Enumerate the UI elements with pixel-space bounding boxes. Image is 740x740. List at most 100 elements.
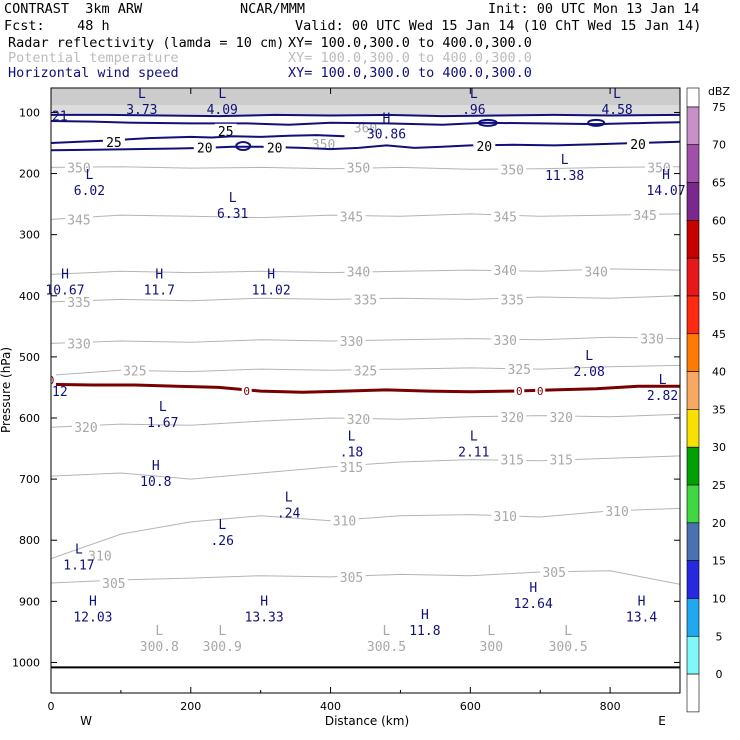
theta-label-bg bbox=[351, 363, 380, 377]
y-tick-label: 200 bbox=[19, 168, 40, 181]
theta-label-bg bbox=[498, 292, 527, 306]
zero-label-bg bbox=[51, 374, 56, 387]
theta-label-bg bbox=[645, 160, 674, 174]
y-tick-label: 1000 bbox=[12, 656, 40, 669]
colorbar-swatch bbox=[686, 333, 700, 372]
y-tick-label: 400 bbox=[19, 290, 40, 303]
colorbar-swatch bbox=[686, 484, 700, 524]
colorbar-label: 0 bbox=[716, 668, 723, 681]
theta-contour-label: 310 bbox=[494, 510, 517, 525]
theta-label-bg bbox=[491, 332, 520, 346]
colorbar-swatch bbox=[686, 560, 700, 599]
theta-contour-label: 325 bbox=[354, 364, 377, 379]
theta-label-bg bbox=[547, 452, 576, 466]
theta-label-bg bbox=[491, 263, 520, 277]
theta-extremum-type: L bbox=[564, 624, 572, 639]
theta-extremum-type: L bbox=[383, 624, 391, 639]
theta-contour-label: 310 bbox=[333, 515, 356, 530]
theta-contour-label: 360 bbox=[354, 122, 377, 137]
wind-label-bg bbox=[102, 134, 125, 148]
theta-label-bg bbox=[64, 294, 93, 308]
theta-contour-label: 310 bbox=[605, 505, 628, 520]
theta-label-bg bbox=[64, 212, 93, 226]
theta-label-bg bbox=[540, 565, 569, 578]
extremum-type: L bbox=[613, 87, 621, 102]
zero-dbz-label: 0 bbox=[537, 385, 544, 398]
theta-contour-label: 340 bbox=[584, 265, 607, 280]
extremum-type: L bbox=[348, 429, 356, 444]
x-tick-label: 800 bbox=[600, 700, 621, 713]
extrema-labels: L3.73L4.09L.96L4.58H30.86L11.38L6.02H14.… bbox=[45, 87, 685, 655]
plot-frame bbox=[50, 87, 681, 694]
y-tick-label: 600 bbox=[19, 412, 40, 425]
extremum-type: H bbox=[260, 594, 268, 609]
wind-cell bbox=[587, 118, 606, 127]
valid-time: Valid: 00 UTC Wed 15 Jan 14 (10 ChT Wed … bbox=[295, 18, 702, 34]
theta-label-bg bbox=[344, 412, 373, 426]
extremum-value: 2.08 bbox=[573, 365, 604, 380]
extremum-type: H bbox=[61, 268, 69, 283]
x-tick-label: 600 bbox=[460, 700, 481, 713]
extremum-value: .18 bbox=[340, 445, 363, 460]
colorbar-label: 55 bbox=[712, 252, 726, 265]
colorbar-label: 30 bbox=[712, 441, 726, 454]
colorbar-swatch bbox=[686, 673, 700, 713]
colorbar-swatch bbox=[686, 446, 700, 486]
zero-dbz-label: 0 bbox=[516, 385, 523, 398]
zero-label-bg bbox=[535, 385, 546, 398]
extremum-value: .96 bbox=[462, 103, 485, 118]
extremum-type: L bbox=[659, 373, 667, 388]
y-tick-label: 300 bbox=[19, 229, 40, 242]
y-tick-label: 100 bbox=[19, 106, 40, 119]
theta-contour-label: 340 bbox=[347, 265, 370, 280]
wind-label-bg bbox=[263, 140, 286, 154]
wind-contour-20 bbox=[51, 140, 680, 152]
extremum-value: 6.31 bbox=[217, 207, 248, 222]
zero-label-bg bbox=[514, 385, 525, 398]
theta-contour-label: 305 bbox=[340, 571, 363, 586]
extremum-type: L bbox=[229, 191, 237, 206]
extremum-type: L bbox=[159, 400, 167, 415]
extremum-type: L bbox=[138, 87, 146, 102]
extremum-type: L bbox=[86, 168, 94, 183]
theta-contour-label: 330 bbox=[494, 334, 517, 349]
theta-label-bg bbox=[547, 409, 576, 423]
extremum-type: L bbox=[470, 429, 478, 444]
colorbar-label: 15 bbox=[712, 555, 726, 568]
colorbar-swatch bbox=[686, 371, 700, 410]
wind-label-bg bbox=[193, 140, 216, 154]
theta-extremum-value: 300 bbox=[480, 640, 503, 655]
theta-contour-label: 320 bbox=[74, 421, 97, 436]
east-label: E bbox=[658, 714, 666, 728]
extremum-type: H bbox=[638, 594, 646, 609]
theta-contour-label: 350 bbox=[501, 163, 524, 178]
forecast-hour: Fcst: 48 h bbox=[4, 18, 110, 34]
extremum-value: .26 bbox=[210, 534, 233, 549]
theta-contour-label: 335 bbox=[354, 293, 377, 308]
x-axis-label: Distance (km) bbox=[325, 714, 409, 728]
theta-extremum-type: L bbox=[155, 624, 163, 639]
extremum-type: L bbox=[218, 87, 226, 102]
extremum-value: 30.86 bbox=[367, 128, 406, 143]
theta-extremum-type: L bbox=[487, 624, 495, 639]
colorbar-unit: dBZ bbox=[708, 85, 731, 98]
theta-label-bg bbox=[351, 292, 380, 306]
extremum-type: L bbox=[561, 153, 569, 168]
field-reflectivity-xy: XY= 100.0,300.0 to 400.0,300.0 bbox=[288, 35, 532, 51]
west-label: W bbox=[80, 714, 92, 728]
wind-contour-label: 20 bbox=[630, 138, 646, 153]
colorbar-swatch bbox=[686, 522, 700, 561]
theta-contour-label: 325 bbox=[123, 364, 146, 379]
theta-contour-label: 320 bbox=[347, 413, 370, 428]
y-tick-label: 800 bbox=[19, 534, 40, 547]
model-title: CONTRAST 3km ARW bbox=[4, 1, 143, 17]
theta-contour-label: 350 bbox=[347, 161, 370, 176]
y-tick-label: 700 bbox=[19, 473, 40, 486]
theta-label-bg bbox=[498, 162, 527, 176]
extremum-value: 10.8 bbox=[140, 475, 171, 490]
wind-contour-label: 20 bbox=[197, 141, 213, 156]
theta-contour-label: 345 bbox=[633, 209, 656, 224]
